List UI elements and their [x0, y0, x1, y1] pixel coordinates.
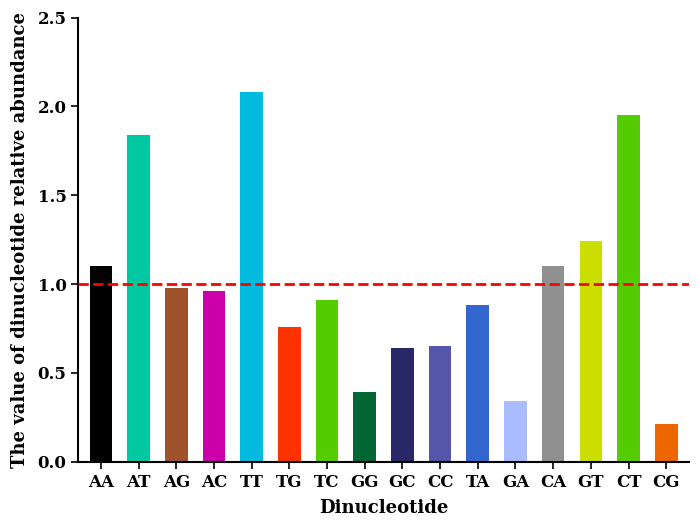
Bar [240, 92, 263, 462]
Bar [278, 327, 300, 462]
Bar [316, 300, 338, 462]
Bar [165, 288, 188, 462]
Bar [391, 348, 414, 462]
Bar [429, 346, 452, 462]
Bar [542, 266, 564, 462]
X-axis label: Dinucleotide: Dinucleotide [319, 499, 448, 517]
Bar [90, 266, 112, 462]
Bar [127, 135, 150, 462]
Bar [466, 305, 489, 462]
Bar [655, 425, 678, 462]
Bar [354, 392, 376, 462]
Bar [580, 241, 602, 462]
Bar [202, 291, 225, 462]
Y-axis label: The value of dinucleotide relative abundance: The value of dinucleotide relative abund… [11, 12, 29, 468]
Bar [617, 115, 640, 462]
Bar [504, 401, 527, 462]
